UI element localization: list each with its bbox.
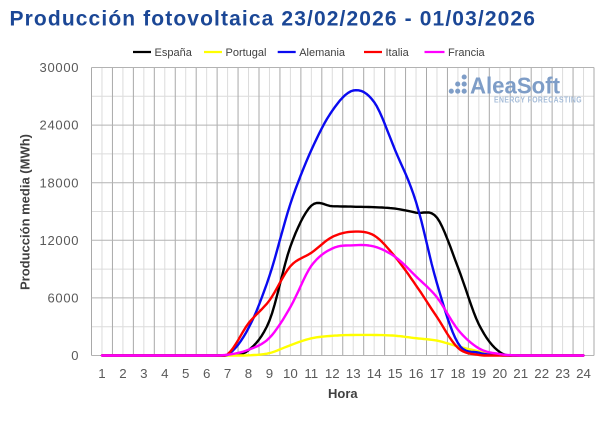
svg-text:6000: 6000 (47, 291, 79, 306)
svg-text:Portugal: Portugal (226, 47, 267, 59)
svg-text:18: 18 (451, 366, 466, 381)
svg-text:24: 24 (576, 366, 591, 381)
svg-text:12000: 12000 (40, 233, 80, 248)
svg-text:13: 13 (346, 366, 361, 381)
svg-text:14: 14 (367, 366, 382, 381)
svg-text:17: 17 (430, 366, 445, 381)
svg-text:Alemania: Alemania (299, 47, 346, 59)
svg-text:Hora: Hora (328, 386, 358, 401)
svg-text:Producción fotovoltaica 23/02/: Producción fotovoltaica 23/02/2026 - 01/… (10, 8, 537, 31)
svg-text:Italia: Italia (386, 47, 410, 59)
svg-text:12: 12 (325, 366, 340, 381)
svg-text:España: España (155, 47, 193, 59)
svg-text:ENERGY FORECASTING: ENERGY FORECASTING (494, 95, 582, 104)
svg-text:1: 1 (98, 366, 105, 381)
svg-text:16: 16 (409, 366, 424, 381)
svg-text:Francia: Francia (448, 47, 486, 59)
svg-text:9: 9 (266, 366, 273, 381)
svg-text:18000: 18000 (40, 175, 80, 190)
svg-text:5: 5 (182, 366, 189, 381)
svg-text:4: 4 (161, 366, 168, 381)
svg-text:22: 22 (534, 366, 549, 381)
svg-text:8: 8 (245, 366, 252, 381)
svg-text:15: 15 (388, 366, 403, 381)
svg-text:Producción media (MWh): Producción media (MWh) (18, 134, 33, 290)
svg-text:7: 7 (224, 366, 231, 381)
svg-text:0: 0 (71, 348, 79, 363)
svg-text:24000: 24000 (40, 118, 80, 133)
svg-text:AleaSoft: AleaSoft (470, 72, 560, 98)
svg-text:6: 6 (203, 366, 210, 381)
svg-text:11: 11 (304, 366, 318, 381)
svg-text:30000: 30000 (40, 60, 80, 75)
svg-text:10: 10 (283, 366, 298, 381)
svg-text:3: 3 (140, 366, 147, 381)
svg-text:23: 23 (555, 366, 570, 381)
svg-text:20: 20 (492, 366, 507, 381)
svg-text:21: 21 (513, 366, 528, 381)
svg-text:19: 19 (471, 366, 486, 381)
svg-text:2: 2 (119, 366, 126, 381)
